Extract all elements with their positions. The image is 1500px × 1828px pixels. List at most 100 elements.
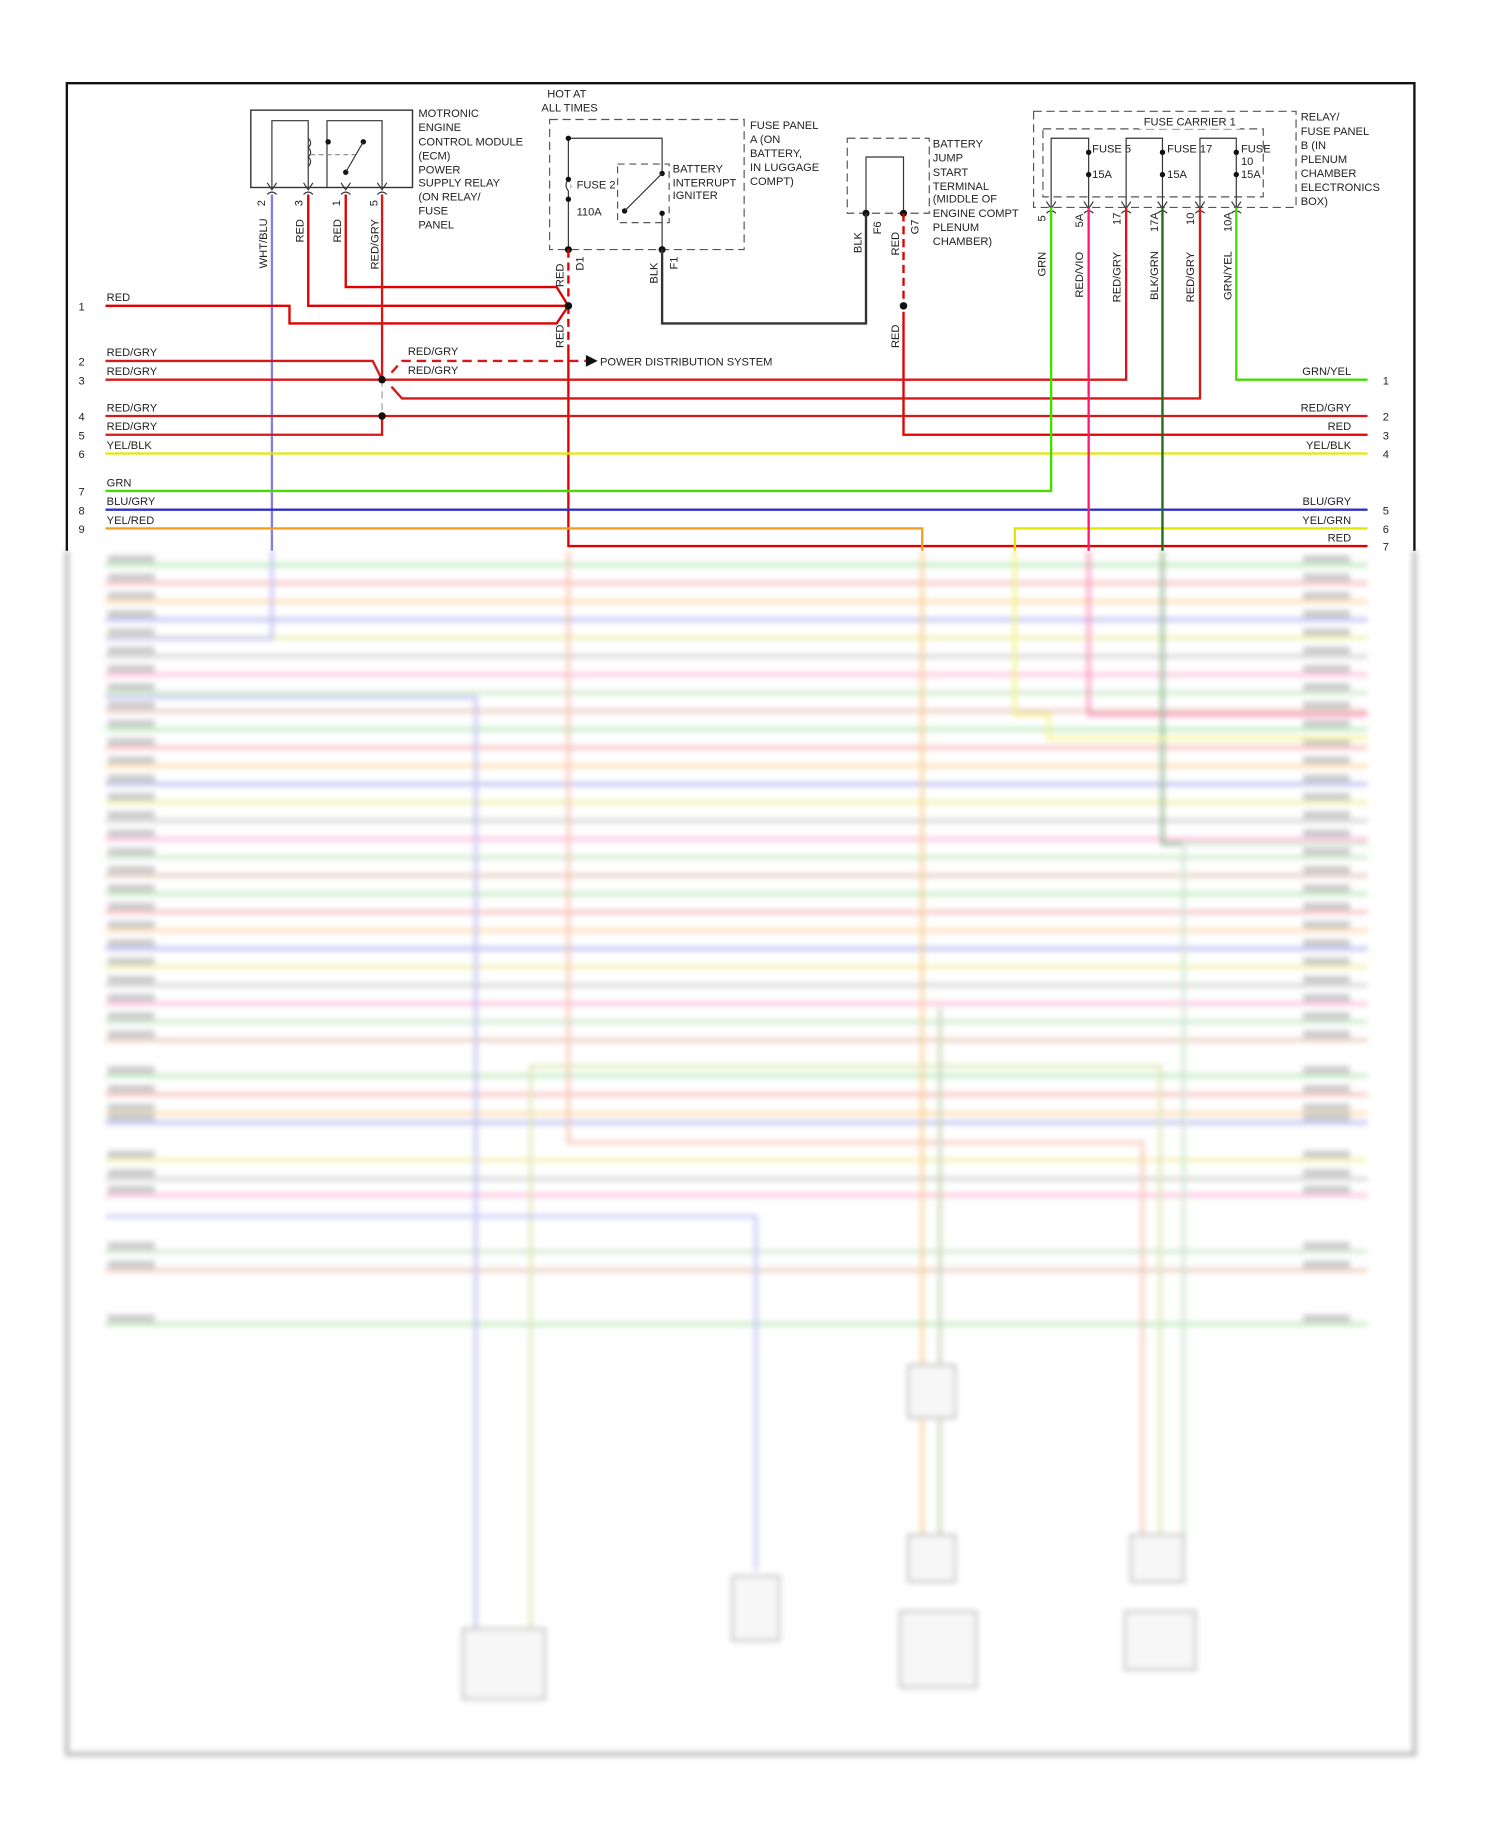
row-wire-label: BLU/GRY [107,496,156,508]
interrupt-label-line: IGNITER [673,190,718,202]
row-number: 3 [1383,430,1389,442]
obscured-label [1303,610,1350,618]
obscured-label [107,829,155,837]
row-number: 2 [1383,412,1389,424]
obscured-label [1303,811,1350,819]
obscured-label [1303,1314,1350,1322]
fuse-rating: 15A [1241,169,1261,181]
obscured-label [107,1314,155,1322]
obscured-label [1303,628,1350,636]
obscured-label [107,1085,155,1093]
obscured-label [1303,1030,1350,1038]
fuse-panel-b-label-line: B (IN [1301,140,1326,152]
ecm-label-line: ENGINE [418,122,461,134]
row-wire-label: RED/GRY [107,402,158,414]
row-number: 5 [1383,505,1389,517]
obscured-label [107,884,155,892]
obscured-label [1303,646,1350,654]
fuse-carrier-label: FUSE CARRIER 1 [1144,116,1236,128]
obscured-wire [105,550,274,641]
wire-label: RED/VIO [1074,252,1086,298]
row-wire-label: RED [1328,421,1352,433]
wire-label: BLK [852,232,864,254]
wires: POWER DISTRIBUTION SYSTEM RED/GRY RED/GR… [105,194,1368,551]
wire-yel-red [105,527,924,551]
obscured-label [1303,756,1350,764]
wire-yel-grn [1013,527,1368,551]
row-wire-label: GRN [107,477,132,489]
wire-label: BLK/GRN [1149,251,1161,300]
obscured-label [1303,573,1350,581]
obscured-label [107,573,155,581]
obscured-label [107,683,155,691]
obscured-label [107,756,155,764]
pin-label: D1 [575,256,587,270]
wire-red-gry-row-2 [105,359,384,381]
obscured-component [731,1574,781,1642]
wire-label: RED/GRY [370,218,382,269]
pin-number: 17A [1149,212,1161,232]
power-distribution-link[interactable]: POWER DISTRIBUTION SYSTEM [600,357,772,369]
jump-label-line: START [933,167,969,179]
row-wire-label: RED/GRY [107,347,158,359]
obscured-label [1303,1169,1350,1177]
wire-label: RED [890,325,902,348]
row-wire-label: RED [107,292,130,304]
jump-label-line: CHAMBER) [933,236,993,248]
wire-grn [105,207,1053,493]
row-wire-label: RED/GRY [107,366,158,378]
fuse-panel-a-label-line: A (ON [750,134,780,146]
jump-label-line: ENGINE COMPT [933,208,1019,220]
wire-red-gry-row-3 [105,207,1128,381]
row-number: 7 [1383,542,1389,554]
obscured-label [107,1012,155,1020]
obscured-label [1303,957,1350,965]
obscured-label [107,847,155,855]
obscured-label [1303,1066,1350,1074]
diagram-frame [65,82,1416,551]
obscured-label [107,628,155,636]
obscured-label [1303,1242,1350,1250]
obscured-label [107,994,155,1002]
row-wire-label: YEL/BLK [1306,440,1352,452]
obscured-label [107,939,155,947]
pin-number: 3 [293,200,305,206]
row-wire-label: RED/GRY [1301,402,1352,414]
splice-dot [378,375,386,384]
row-number: 6 [79,449,85,461]
obscured-label [107,793,155,801]
row-wire-label: YEL/BLK [107,440,153,452]
pin-number: 17 [1111,213,1123,225]
fuse-rating: 15A [1092,169,1112,181]
wire-label: BLK [648,262,660,284]
pin-number: 5A [1074,213,1086,227]
splice-dot [564,302,573,310]
row-wire-label: BLU/GRY [1302,496,1351,508]
wire-red-gry-row-5 [105,415,384,436]
row-number: 5 [79,430,85,442]
fuse-panel-b-label-line: BOX) [1301,196,1328,208]
row-number: 3 [79,375,85,387]
relay-fuse-panel-b: FUSE CARRIER 1 FUSE 5 15A FUSE 17 15A FU… [1032,110,1380,302]
ecm-label-line: (ON RELAY/ [418,191,481,203]
obscured-label [107,1150,155,1158]
arrow-icon [585,355,598,367]
obscured-label [1303,847,1350,855]
battery-interrupt-box [617,163,670,224]
splice-label: RED/GRY [408,346,459,358]
ecm-label-line: PANEL [418,220,454,232]
obscured-label [1303,701,1350,709]
obscured-label [107,701,155,709]
obscured-component [907,1533,957,1584]
obscured-wire [1181,841,1368,1547]
obscured-label [107,610,155,618]
wire-label: RED [332,219,344,243]
obscured-label [107,1103,155,1111]
obscured-label [1303,939,1350,947]
wire-red-pin-3 [307,194,569,308]
hot-at-all-times-label: HOT AT [547,88,586,100]
ecm-label-line: CONTROL MODULE [418,136,523,148]
pin-number: 5 [1036,215,1048,221]
obscured-label [1303,738,1350,746]
